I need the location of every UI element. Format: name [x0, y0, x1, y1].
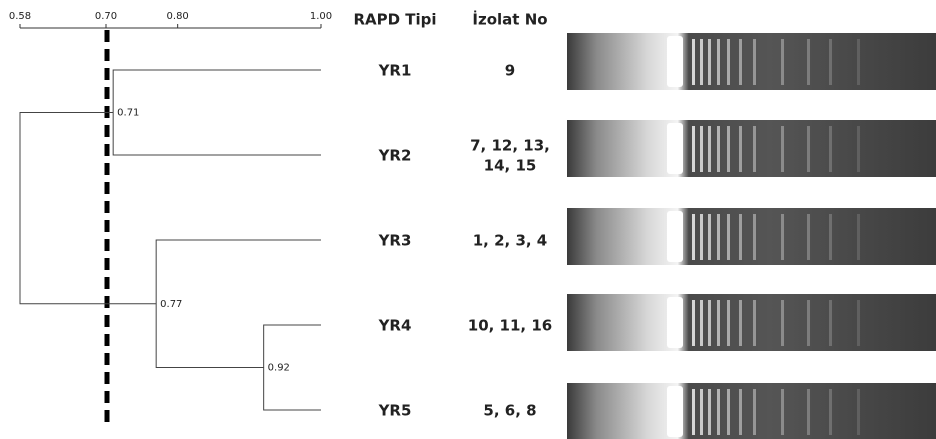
gel-band — [717, 126, 720, 172]
gel-band — [717, 300, 720, 346]
gel-band — [717, 214, 720, 260]
gel-band — [667, 36, 683, 87]
gel-band — [739, 214, 742, 260]
figure: RAPD Tipi İzolat No 0.58 0.70 0.80 1.00 0.71… — [0, 0, 936, 439]
rapd-type: YR2 — [378, 147, 412, 165]
axis-tick-label: 0.80 — [167, 11, 189, 22]
gel-band — [667, 386, 683, 437]
gel-band — [727, 126, 730, 172]
gel-band — [807, 39, 810, 85]
gel-band — [700, 126, 703, 172]
gel-band — [692, 389, 695, 435]
node-label: 0.92 — [268, 363, 290, 374]
isolate-numbers: 7, 12, 13, — [470, 137, 550, 155]
gel-band — [717, 39, 720, 85]
gel-band — [807, 214, 810, 260]
gel-band — [857, 389, 860, 435]
gel-band — [739, 300, 742, 346]
gel-band — [807, 126, 810, 172]
gel-band — [807, 300, 810, 346]
gel-band — [829, 39, 832, 85]
gel-band — [739, 389, 742, 435]
gel-lane — [567, 120, 936, 177]
axis-tick-label: 0.70 — [95, 11, 117, 22]
gel-band — [727, 389, 730, 435]
gel-band — [692, 214, 695, 260]
gel-band — [781, 126, 784, 172]
gel-band — [781, 389, 784, 435]
isolate-numbers: 10, 11, 16 — [468, 317, 552, 335]
gel-band — [829, 214, 832, 260]
rapd-type: YR4 — [378, 317, 412, 335]
gel-band — [857, 39, 860, 85]
gel-band — [708, 126, 711, 172]
gel-band — [717, 389, 720, 435]
gel-band — [692, 126, 695, 172]
rapd-type: YR3 — [378, 232, 412, 250]
gel-band — [700, 389, 703, 435]
gel-band — [829, 126, 832, 172]
gel-band — [753, 39, 756, 85]
gel-band — [857, 126, 860, 172]
rapd-type: YR5 — [378, 402, 412, 420]
gel-band — [753, 214, 756, 260]
gel-band — [739, 126, 742, 172]
branch — [20, 113, 156, 304]
gel-band — [700, 39, 703, 85]
gel-band — [781, 300, 784, 346]
gel-band — [753, 126, 756, 172]
gel-band — [708, 300, 711, 346]
node-label: 0.77 — [160, 299, 182, 310]
gel-band — [667, 211, 683, 262]
gel-band — [727, 214, 730, 260]
gel-band — [708, 39, 711, 85]
gel-band — [829, 300, 832, 346]
gel-band — [781, 214, 784, 260]
gel-band — [829, 389, 832, 435]
isolate-numbers: 9 — [505, 62, 515, 80]
rapd-type: YR1 — [378, 62, 412, 80]
gel-band — [753, 300, 756, 346]
isolate-numbers: 5, 6, 8 — [483, 402, 536, 420]
gel-band — [708, 214, 711, 260]
gel-band — [667, 297, 683, 348]
gel-band — [692, 39, 695, 85]
gel-lane — [567, 383, 936, 439]
gel-band — [857, 214, 860, 260]
gel-band — [700, 214, 703, 260]
gel-band — [727, 39, 730, 85]
gel-lane — [567, 33, 936, 90]
column-header: İzolat No — [472, 10, 547, 29]
axis-tick-label: 1.00 — [310, 11, 332, 22]
axis-tick-label: 0.58 — [9, 11, 31, 22]
gel-band — [807, 389, 810, 435]
gel-band — [753, 389, 756, 435]
gel-band — [727, 300, 730, 346]
gel-band — [667, 123, 683, 174]
gel-lane — [567, 294, 936, 351]
gel-band — [708, 389, 711, 435]
gel-band — [739, 39, 742, 85]
gel-band — [857, 300, 860, 346]
isolate-numbers: 1, 2, 3, 4 — [473, 232, 548, 250]
branch — [113, 70, 321, 155]
node-label: 0.71 — [117, 108, 139, 119]
gel-band — [781, 39, 784, 85]
gel-lane — [567, 208, 936, 265]
gel-band — [700, 300, 703, 346]
column-header: RAPD Tipi — [353, 11, 436, 29]
isolate-numbers: 14, 15 — [484, 157, 537, 175]
gel-band — [692, 300, 695, 346]
